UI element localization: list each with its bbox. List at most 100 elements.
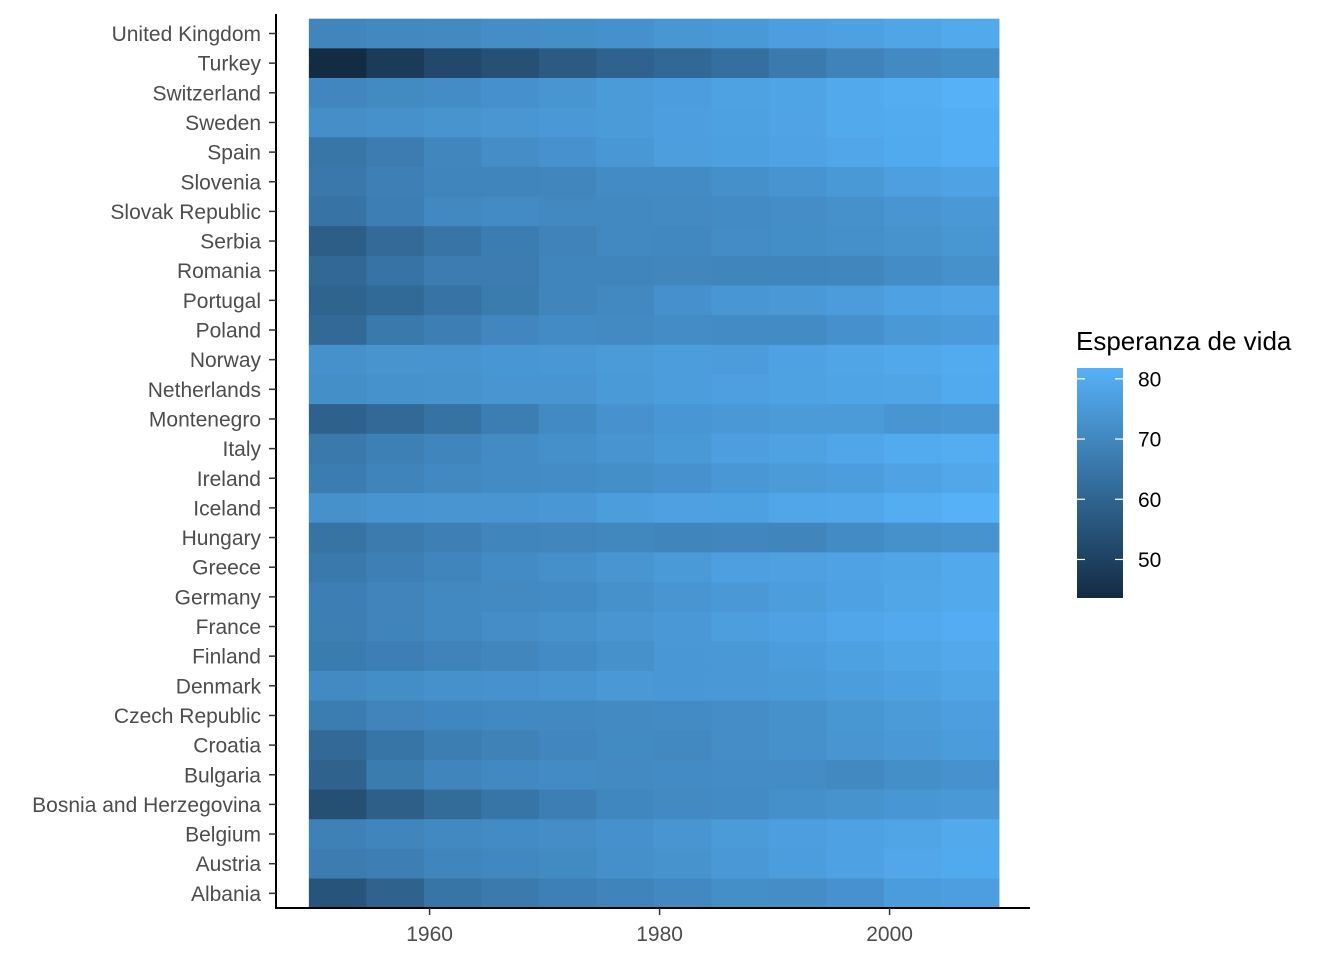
- heatmap-cell: [826, 789, 885, 820]
- heatmap-cell: [653, 404, 712, 435]
- legend-ticks: 50 60 70 80: [1077, 368, 1161, 572]
- heatmap-cell: [481, 552, 540, 583]
- heatmap-cell: [366, 552, 425, 583]
- heatmap-cell: [768, 463, 827, 494]
- heatmap-cell: [423, 582, 482, 613]
- heatmap-cell: [481, 878, 540, 909]
- heatmap-cell: [596, 107, 655, 138]
- heatmap-cell: [308, 522, 367, 553]
- heatmap-cell: [481, 463, 540, 494]
- heatmap-cell: [711, 166, 770, 198]
- heatmap-cell: [653, 463, 712, 494]
- heatmap-cell: [826, 137, 885, 168]
- heatmap-cell: [826, 433, 885, 465]
- heatmap-cell: [941, 878, 1000, 909]
- heatmap-cell: [538, 670, 597, 702]
- heatmap-cell: [366, 819, 425, 850]
- heatmap-cell: [883, 641, 942, 672]
- heatmap-cell: [653, 848, 712, 880]
- y-tick-label: Denmark: [176, 675, 262, 698]
- heatmap-cell: [711, 670, 770, 702]
- heatmap-cell: [423, 552, 482, 583]
- heatmap-cell: [768, 18, 827, 49]
- heatmap-cell: [538, 463, 597, 494]
- heatmap-cell: [366, 789, 425, 820]
- heatmap-cell: [768, 255, 827, 287]
- heatmap-cell: [941, 404, 1000, 435]
- heatmap-cell: [366, 700, 425, 731]
- heatmap-cell: [711, 848, 770, 880]
- heatmap-cell: [883, 493, 942, 524]
- heatmap-cell: [941, 344, 1000, 376]
- heatmap-cell: [481, 700, 540, 731]
- x-tick-label: 1960: [406, 923, 453, 946]
- heatmap-cell: [653, 522, 712, 553]
- heatmap-cell: [768, 374, 827, 405]
- heatmap-cell: [711, 315, 770, 346]
- y-tick-label: Iceland: [193, 497, 261, 520]
- heatmap-cell: [826, 848, 885, 880]
- heatmap-cell: [596, 641, 655, 672]
- heatmap-cell: [366, 670, 425, 702]
- heatmap-cell: [826, 522, 885, 553]
- heatmap-cell: [423, 344, 482, 376]
- y-tick-label: Romania: [177, 260, 261, 283]
- y-tick-label: Netherlands: [148, 379, 261, 402]
- y-tick-label: Belgium: [185, 824, 261, 847]
- heatmap-cell: [538, 404, 597, 435]
- heatmap-cell: [653, 77, 712, 109]
- y-tick-label: Bosnia and Herzegovina: [32, 794, 261, 817]
- y-tick-label: Montenegro: [149, 408, 261, 431]
- heatmap-cell: [883, 77, 942, 109]
- heatmap-cell: [481, 226, 540, 257]
- heatmap-cell: [538, 226, 597, 257]
- heatmap-cell: [308, 700, 367, 731]
- heatmap-cell: [481, 255, 540, 287]
- y-axis: United Kingdom Turkey Switzerland Sweden Spa…: [32, 14, 277, 908]
- heatmap-cell: [423, 315, 482, 346]
- heatmap-cell: [653, 48, 712, 79]
- heatmap-cell: [711, 285, 770, 316]
- heatmap-cell: [308, 77, 367, 109]
- heatmap-cell: [481, 522, 540, 553]
- heatmap-cell: [366, 107, 425, 138]
- heatmap-cell: [826, 48, 885, 79]
- heatmap-cell: [481, 759, 540, 791]
- heatmap-cell: [538, 759, 597, 791]
- heatmap-cell: [653, 582, 712, 613]
- heatmap-cell: [308, 433, 367, 465]
- heatmap-cell: [481, 77, 540, 109]
- heatmap-cell: [768, 493, 827, 524]
- heatmap-cell: [596, 137, 655, 168]
- heatmap-cell: [596, 18, 655, 49]
- heatmap-cell: [596, 433, 655, 465]
- heatmap-cell: [538, 611, 597, 642]
- x-tick-label: 2000: [866, 923, 913, 946]
- heatmap-cell: [653, 641, 712, 672]
- y-tick-label: Portugal: [183, 290, 261, 313]
- heatmap-cell: [308, 137, 367, 168]
- heatmap-cell: [596, 374, 655, 405]
- heatmap-cell: [883, 404, 942, 435]
- heatmap-cell: [941, 48, 1000, 79]
- heatmap-cell: [711, 196, 770, 227]
- heatmap-cell: [653, 552, 712, 583]
- y-tick-label: Greece: [192, 557, 261, 580]
- heatmap-cell: [538, 137, 597, 168]
- heatmap-cell: [366, 404, 425, 435]
- heatmap-cell: [596, 670, 655, 702]
- heatmap-cell: [538, 285, 597, 316]
- heatmap-cell: [538, 255, 597, 287]
- heatmap-cell: [308, 611, 367, 642]
- heatmap-cell: [538, 641, 597, 672]
- y-tick-label: Hungary: [182, 527, 262, 550]
- heatmap-cell: [423, 848, 482, 880]
- heatmap-cell: [538, 344, 597, 376]
- y-tick-label: Sweden: [185, 112, 261, 135]
- heatmap-cell: [941, 137, 1000, 168]
- heatmap-cell: [366, 196, 425, 227]
- heatmap-cell: [423, 878, 482, 909]
- heatmap-cell: [538, 18, 597, 49]
- heatmap-cell: [538, 522, 597, 553]
- heatmap-cell: [481, 848, 540, 880]
